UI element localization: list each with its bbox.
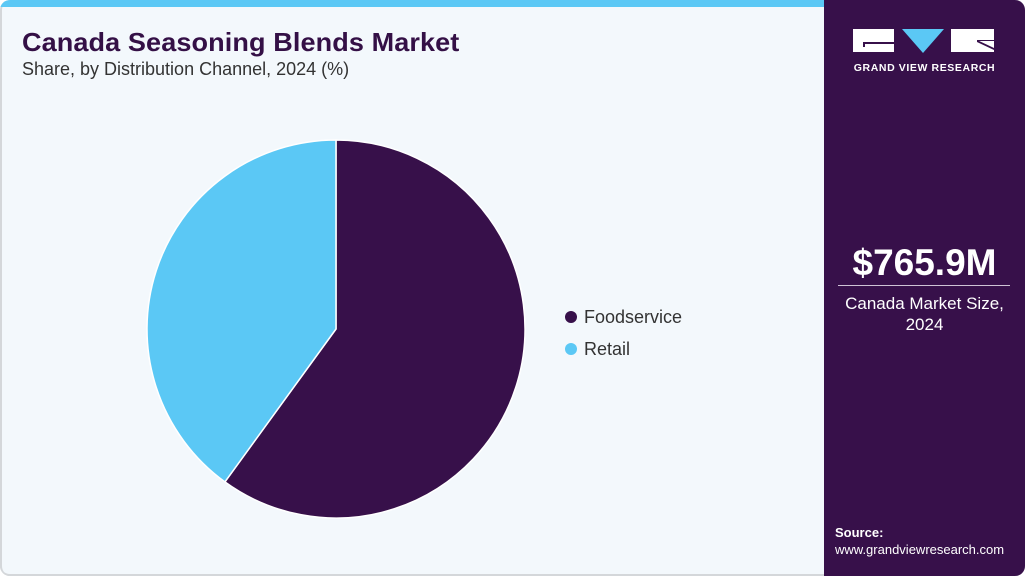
legend-dot-icon xyxy=(565,343,577,355)
caption-line-2: 2024 xyxy=(905,315,944,334)
market-size-value: $765.9M xyxy=(852,242,997,283)
legend-label: Foodservice xyxy=(584,306,683,327)
info-sidebar: GRAND VIEW RESEARCH $765.9M Canada Marke… xyxy=(824,0,1025,576)
pie-slice-retail xyxy=(146,139,337,483)
pie-slices xyxy=(146,139,526,519)
gvr-logo-icon xyxy=(853,29,994,53)
legend-item-foodservice: Foodservice xyxy=(565,301,682,333)
divider xyxy=(838,285,1010,286)
top-accent-bar xyxy=(0,0,824,7)
pie-chart xyxy=(146,139,526,519)
pie-slice-foodservice xyxy=(223,139,526,519)
legend-label: Retail xyxy=(584,338,631,359)
legend-item-retail: Retail xyxy=(565,333,682,365)
caption-line-1: Canada Market Size, xyxy=(845,294,1004,313)
source-label: Source: xyxy=(835,525,884,540)
chart-title: Canada Seasoning Blends Market xyxy=(22,27,460,57)
legend-dot-icon xyxy=(565,311,577,323)
market-size-caption: Canada Market Size, 2024 xyxy=(824,293,1025,335)
chart-subtitle: Share, by Distribution Channel, 2024 (%) xyxy=(22,59,350,79)
logo-text: GRAND VIEW RESEARCH xyxy=(853,62,996,74)
source-link[interactable]: www.grandviewresearch.com xyxy=(835,542,1005,557)
chart-legend: Foodservice Retail xyxy=(565,301,682,365)
